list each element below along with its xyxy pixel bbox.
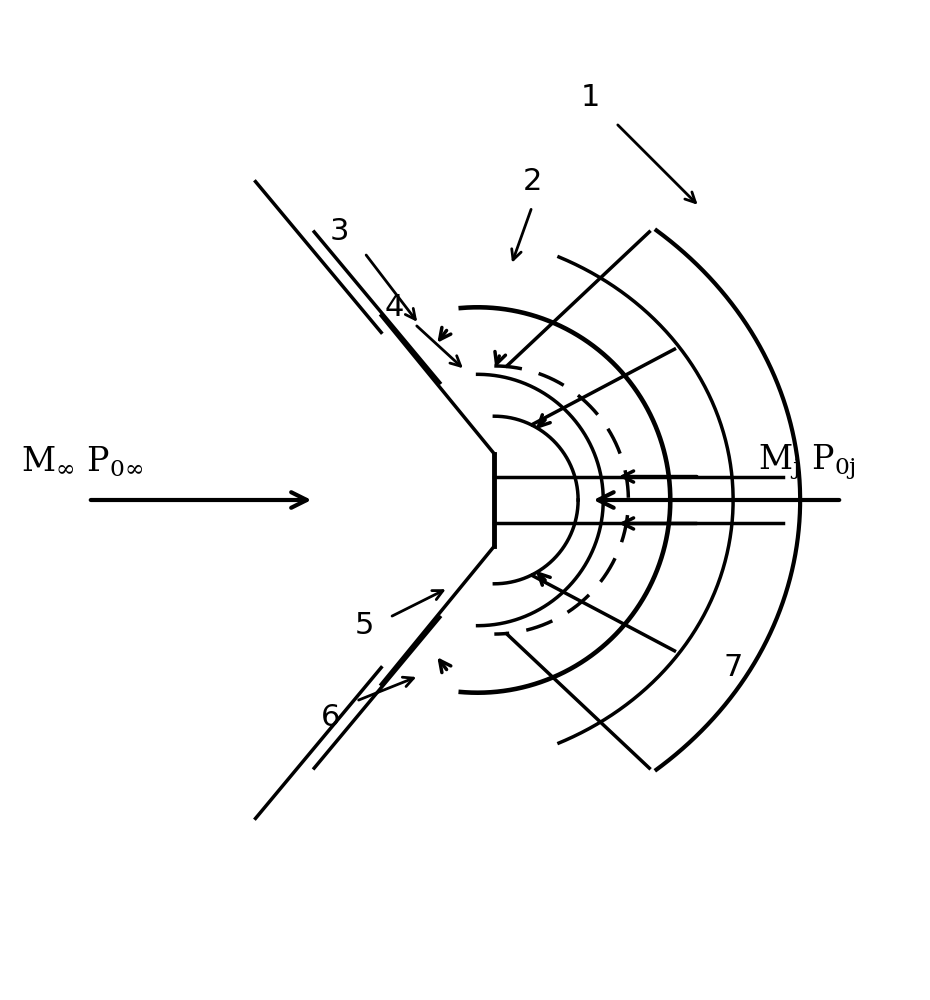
Text: 3: 3 [329, 217, 349, 246]
Text: 4: 4 [384, 293, 404, 322]
Text: 6: 6 [321, 703, 340, 732]
Text: $\mathregular{M_{\infty}}$ $\mathregular{P_{0\infty}}$: $\mathregular{M_{\infty}}$ $\mathregular… [20, 445, 143, 479]
Text: $\mathregular{M_{j}}$ $\mathregular{P_{0j}}$: $\mathregular{M_{j}}$ $\mathregular{P_{0… [758, 443, 857, 482]
Text: 1: 1 [581, 83, 601, 112]
Text: 2: 2 [523, 167, 541, 196]
Text: 5: 5 [354, 611, 374, 640]
Text: 7: 7 [724, 653, 743, 682]
